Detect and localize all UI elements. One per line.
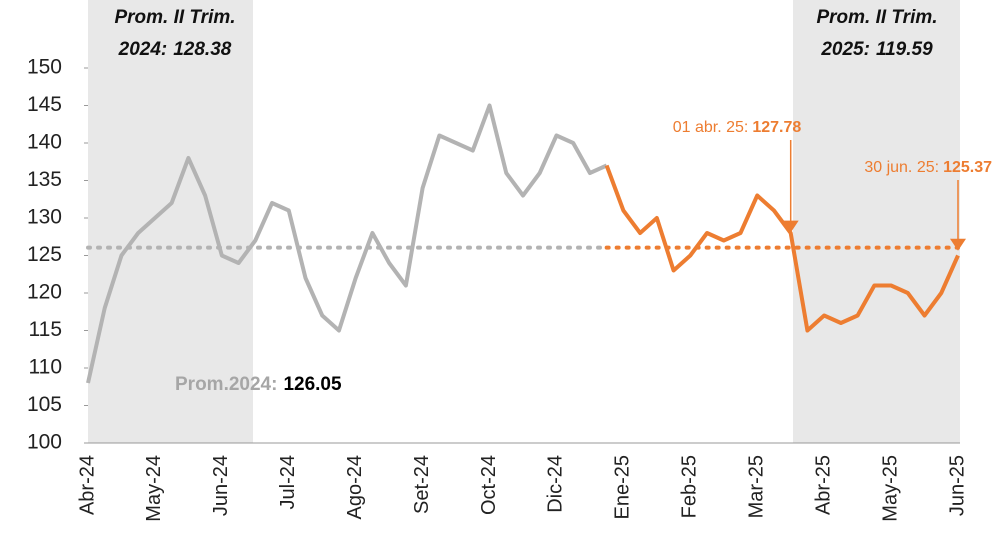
- quarter-box-title: Prom. II Trim.: [816, 7, 937, 28]
- quarter-box-value: 2025: 119.59: [820, 39, 933, 60]
- y-tick-label: 130: [27, 206, 62, 229]
- quarter-box-year: 2025:: [820, 39, 870, 60]
- annotation-label: 30 jun. 25:: [864, 159, 939, 176]
- annotation-value: 127.78: [752, 119, 801, 136]
- quarter-box-number: 119.59: [876, 39, 933, 60]
- q2-2025-shade: [793, 0, 960, 443]
- y-tick-label: 115: [29, 318, 62, 341]
- quarter-box-number: 128.38: [173, 39, 232, 60]
- series-line: [604, 164, 960, 333]
- quarter-box-title: Prom. II Trim.: [114, 7, 235, 28]
- x-tick-label: Feb-25: [679, 455, 701, 518]
- quarter-box-value: 2024: 128.38: [118, 39, 232, 60]
- annotation-value: 125.37: [943, 159, 992, 176]
- x-tick-label: Jun-24: [210, 455, 232, 516]
- x-tick-label: Oct-24: [478, 455, 500, 515]
- average-label-text: Prom.2024:: [175, 374, 277, 395]
- average-label-value: 126.05: [283, 374, 342, 395]
- q2-2024-shade: [88, 0, 253, 443]
- series-line: [86, 103, 608, 384]
- x-tick-label: May-25: [879, 455, 901, 522]
- y-tick-label: 120: [27, 281, 62, 304]
- x-tick-label: Dic-24: [545, 455, 567, 513]
- y-tick-label: 100: [27, 431, 62, 454]
- y-tick-label: 145: [27, 93, 62, 116]
- annotation: 01 abr. 25: 127.78: [673, 119, 802, 136]
- annotation-arrowhead: [782, 220, 799, 233]
- y-tick-label: 125: [27, 243, 62, 266]
- x-tick-label: Abr-24: [76, 455, 98, 515]
- x-tick-label: Set-24: [411, 455, 433, 514]
- quarter-box-year: 2024:: [118, 39, 168, 60]
- y-tick-label: 135: [27, 168, 62, 191]
- x-tick-label: Jun-25: [946, 455, 968, 516]
- annotation: 30 jun. 25: 125.37: [864, 159, 992, 176]
- x-tick-label: Abr-25: [812, 455, 834, 515]
- y-tick-label: 105: [27, 393, 62, 416]
- x-tick-label: Jul-24: [277, 455, 299, 509]
- annotation-arrowhead: [950, 238, 966, 251]
- annotation-label: 01 abr. 25:: [673, 119, 749, 136]
- x-tick-label: Ago-24: [344, 455, 366, 520]
- y-tick-label: 110: [29, 356, 62, 379]
- y-tick-label: 140: [27, 131, 62, 154]
- x-tick-label: Ene-25: [612, 455, 634, 520]
- y-tick-label: 150: [27, 56, 62, 79]
- x-tick-label: May-24: [143, 455, 165, 522]
- x-tick-label: Mar-25: [746, 455, 768, 518]
- average-label: Prom.2024: 126.05: [175, 374, 342, 395]
